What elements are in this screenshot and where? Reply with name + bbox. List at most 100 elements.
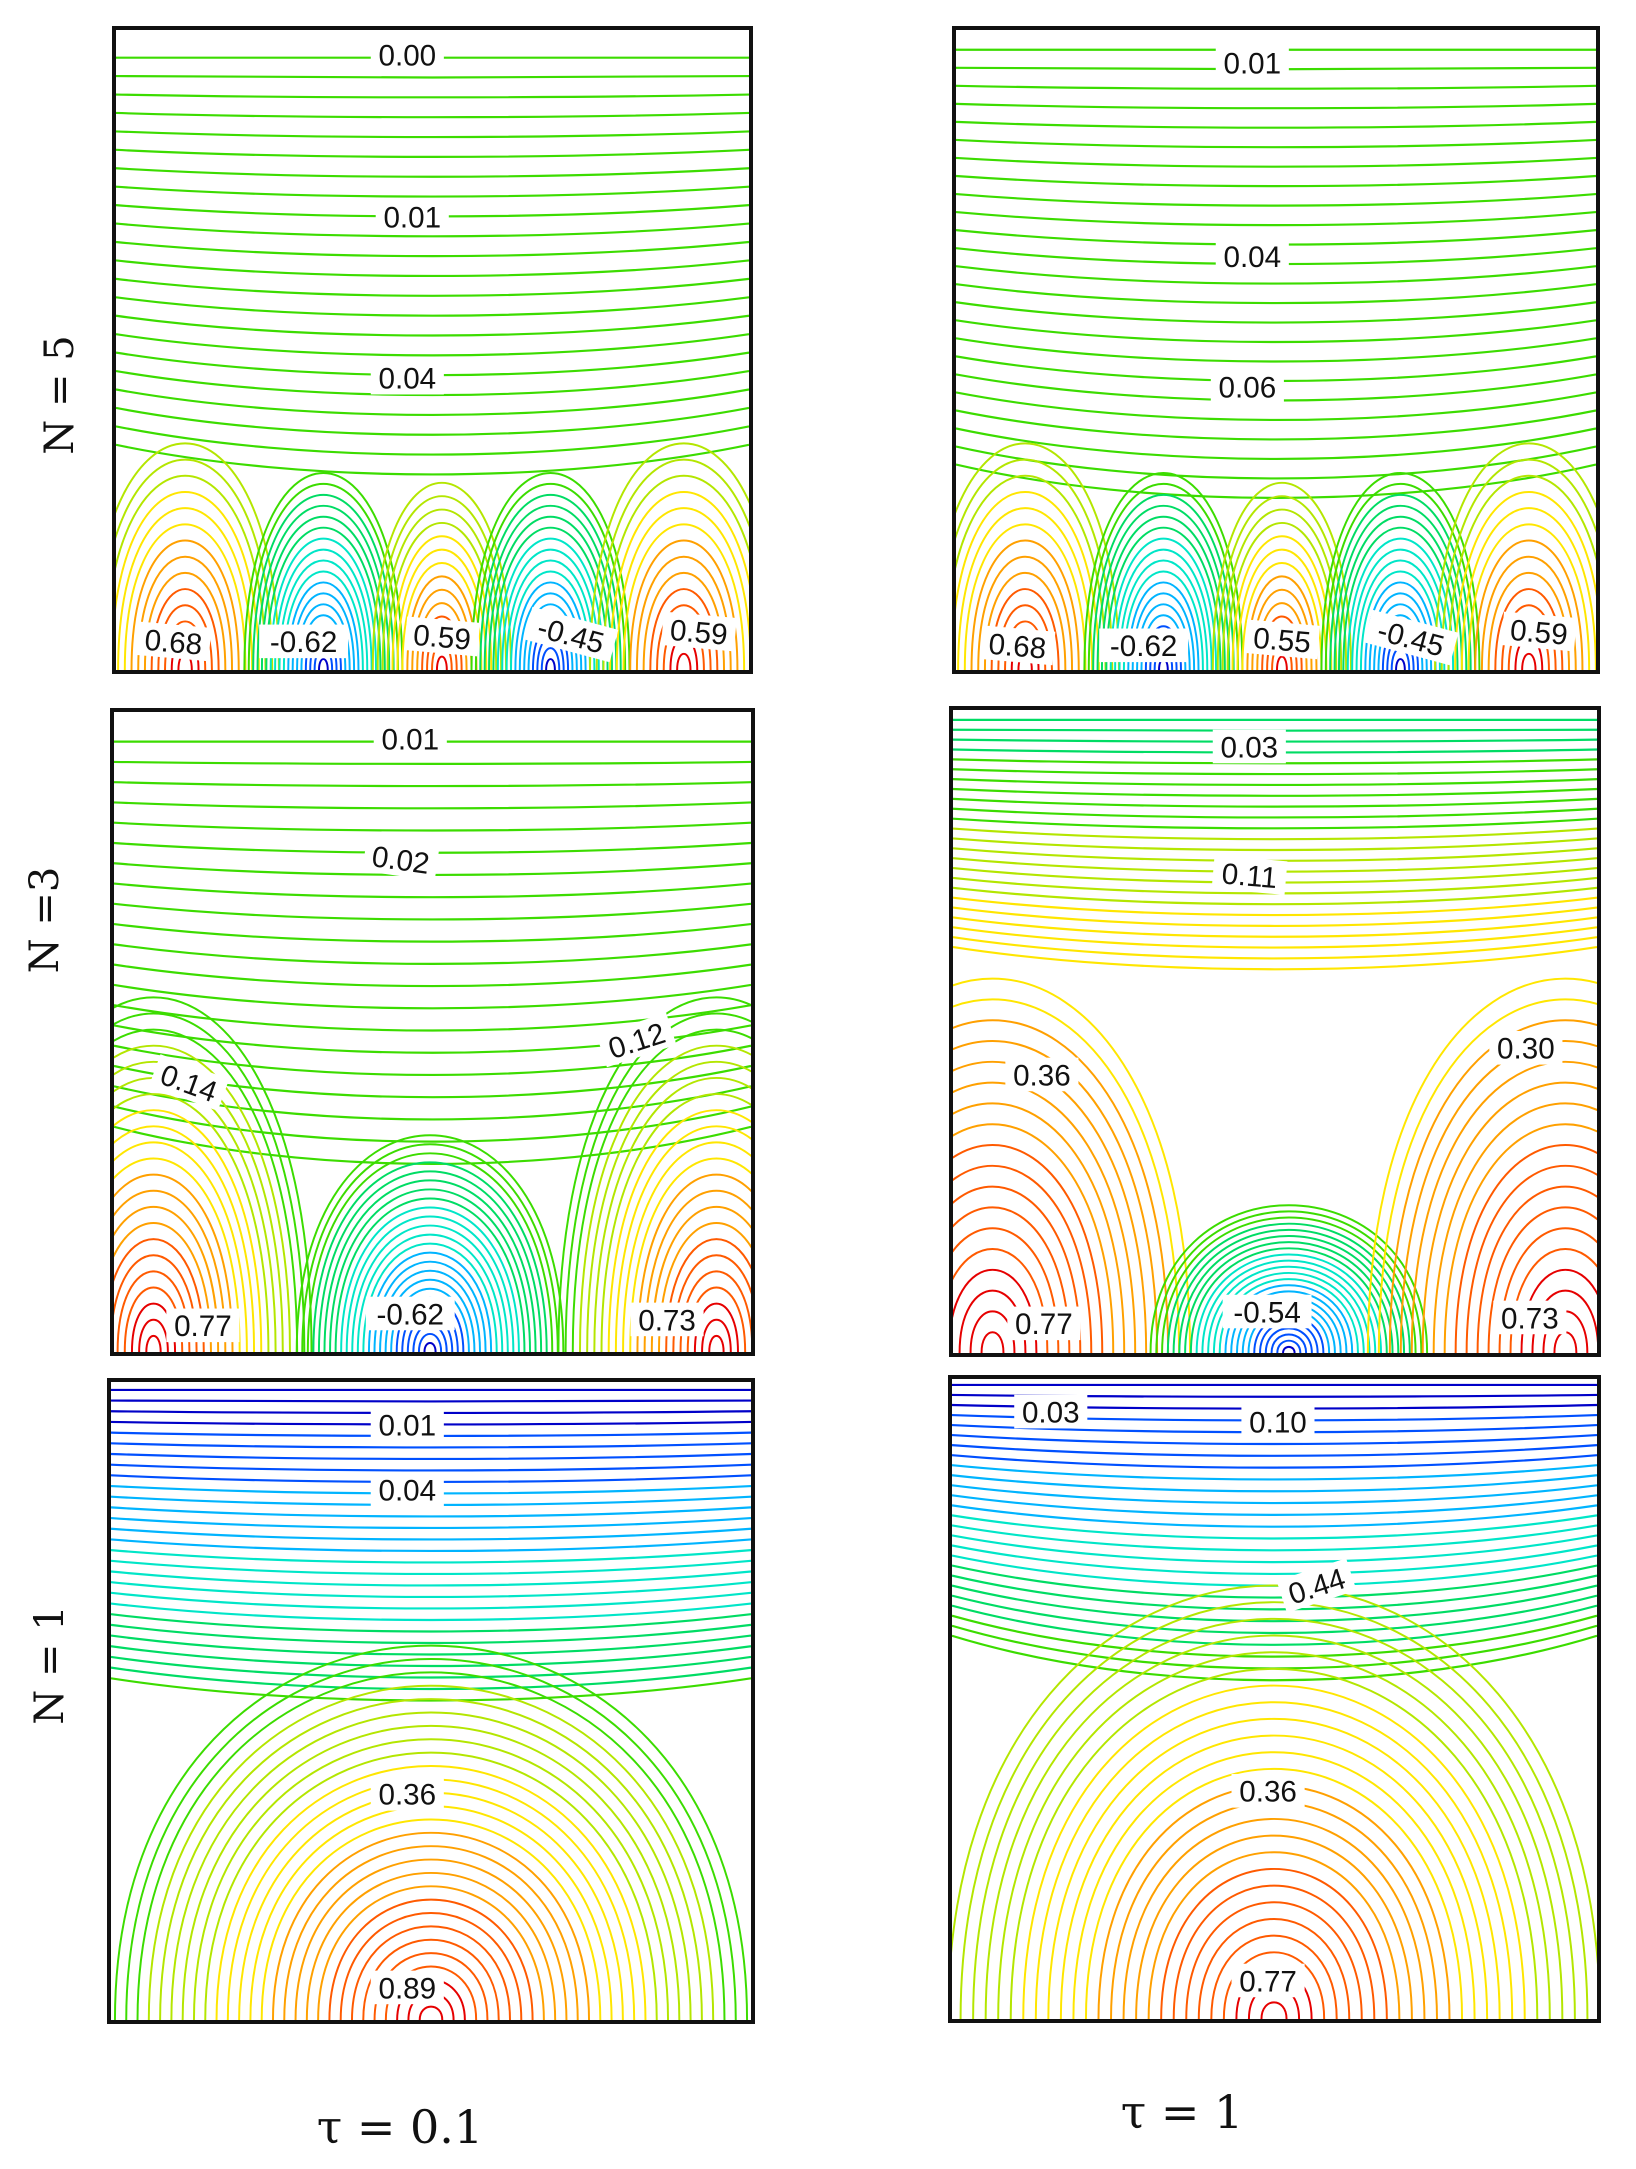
- contour-line: [1118, 559, 1209, 670]
- contour-label-background: [1014, 1394, 1088, 1429]
- contour-line: [116, 296, 749, 317]
- contour-line: [351, 1224, 509, 1352]
- contour-line: [1498, 1227, 1597, 1353]
- contour-line: [116, 443, 749, 476]
- contour-label-text: 0.59: [1509, 614, 1569, 652]
- contour-line: [1320, 472, 1481, 670]
- contour-line: [952, 1584, 1597, 1969]
- contour-line: [956, 84, 1596, 90]
- contour-panel-n1-tau1: 0.03 0.10 0.44 0.36 0.77: [948, 1375, 1601, 2023]
- contour-value-label: 0.02: [362, 837, 440, 881]
- contour-line: [615, 507, 749, 670]
- contour-label-background: [375, 199, 449, 234]
- contour-line: [111, 1602, 751, 1622]
- contour-label-background: [1215, 239, 1289, 273]
- contour-label-background: [1231, 1774, 1305, 1808]
- contour-line: [609, 491, 749, 670]
- contour-line: [116, 388, 749, 416]
- contour-line: [956, 120, 1596, 129]
- contour-line: [111, 1538, 751, 1553]
- contour-line: [111, 1549, 751, 1564]
- contour-line: [676, 652, 692, 670]
- contour-label-text: 0.59: [412, 619, 472, 657]
- contour-label-background: [523, 606, 619, 663]
- contour-line: [952, 1494, 1597, 1516]
- contour-value-label: 0.36: [370, 1777, 444, 1812]
- contour-line: [356, 1233, 504, 1352]
- contour-line: [215, 1764, 647, 2020]
- contour-line: [1114, 548, 1213, 670]
- contour-line: [1172, 1884, 1376, 2019]
- contour-line: [629, 539, 739, 670]
- contour-line: [956, 174, 1596, 188]
- contour-line: [578, 1044, 751, 1352]
- contour-line: [1155, 1210, 1423, 1353]
- contour-line: [111, 1634, 751, 1656]
- contour-line: [959, 1601, 1589, 2019]
- contour-line: [1421, 1081, 1597, 1353]
- contour-line: [953, 797, 1597, 808]
- contour-value-label: -0.62: [1099, 628, 1189, 663]
- contour-value-label: 0.36: [1005, 1057, 1079, 1092]
- contour-value-label: 0.73: [1493, 1300, 1567, 1335]
- contour-line: [111, 1452, 751, 1461]
- contour-label-text: 0.68: [143, 624, 203, 662]
- contour-label-background: [166, 1308, 240, 1343]
- contour-line: [294, 1858, 568, 2020]
- contour-label-text: 0.36: [378, 1779, 436, 1812]
- contour-label-text: 0.01: [1223, 47, 1281, 80]
- contour-line: [1149, 1204, 1429, 1353]
- contour-line: [137, 555, 234, 670]
- contour-line: [351, 1925, 511, 2020]
- contour-line: [545, 658, 556, 670]
- contour-value-label: 0.68: [979, 625, 1056, 666]
- contour-panel-n5-tau01: 0.00 0.01 0.04 0.68 -0.62 0.59 -0.45 0.59: [112, 26, 753, 674]
- contour-label-background: [1211, 855, 1288, 895]
- contour-line: [1122, 1818, 1426, 2019]
- contour-label-text: 0.12: [604, 1017, 669, 1066]
- contour-line: [956, 458, 1114, 670]
- contour-line: [953, 1248, 1049, 1353]
- contour-value-label: 0.73: [630, 1302, 704, 1337]
- contour-line: [952, 1634, 1597, 1682]
- contour-line: [953, 787, 1597, 797]
- contour-label-background: [373, 721, 447, 756]
- contour-line: [114, 923, 751, 943]
- contour-line: [953, 916, 1597, 938]
- contour-line: [274, 548, 373, 670]
- contour-line: [125, 1658, 737, 2020]
- contour-label-text: 0.73: [638, 1304, 696, 1337]
- contour-line: [953, 945, 1597, 971]
- contour-label-text: 0.01: [383, 202, 441, 235]
- contour-line: [643, 1189, 751, 1352]
- contour-line: [1034, 1701, 1514, 2019]
- contour-line: [1324, 482, 1477, 670]
- contour-line: [334, 1197, 526, 1352]
- contour-label-background: [1007, 1306, 1081, 1341]
- contour-line: [114, 1012, 306, 1352]
- contour-line: [956, 156, 1596, 168]
- contour-line: [952, 1574, 1597, 1611]
- contour-line: [114, 1254, 198, 1352]
- contour-label-text: -0.62: [270, 626, 337, 659]
- contour-line: [1447, 475, 1596, 670]
- contour-line: [116, 167, 749, 178]
- contour-line: [204, 1751, 658, 2020]
- contour-line: [1135, 1834, 1413, 2019]
- contour-line: [1264, 1327, 1313, 1353]
- contour-value-label: -0.54: [1222, 1294, 1312, 1329]
- contour-line: [1377, 998, 1597, 1353]
- contour-line: [116, 222, 749, 238]
- contour-line: [1521, 652, 1537, 670]
- contour-line: [371, 481, 512, 670]
- contour-line: [111, 1655, 751, 1679]
- contour-line: [952, 1524, 1597, 1552]
- contour-label-background: [1493, 1300, 1567, 1335]
- contour-line: [953, 837, 1597, 852]
- contour-label-text: 0.04: [1223, 241, 1281, 274]
- contour-line: [983, 572, 1067, 670]
- contour-line: [114, 1105, 751, 1143]
- contour-line: [953, 1123, 1115, 1353]
- contour-line: [116, 333, 749, 357]
- contour-label-background: [1276, 1558, 1357, 1613]
